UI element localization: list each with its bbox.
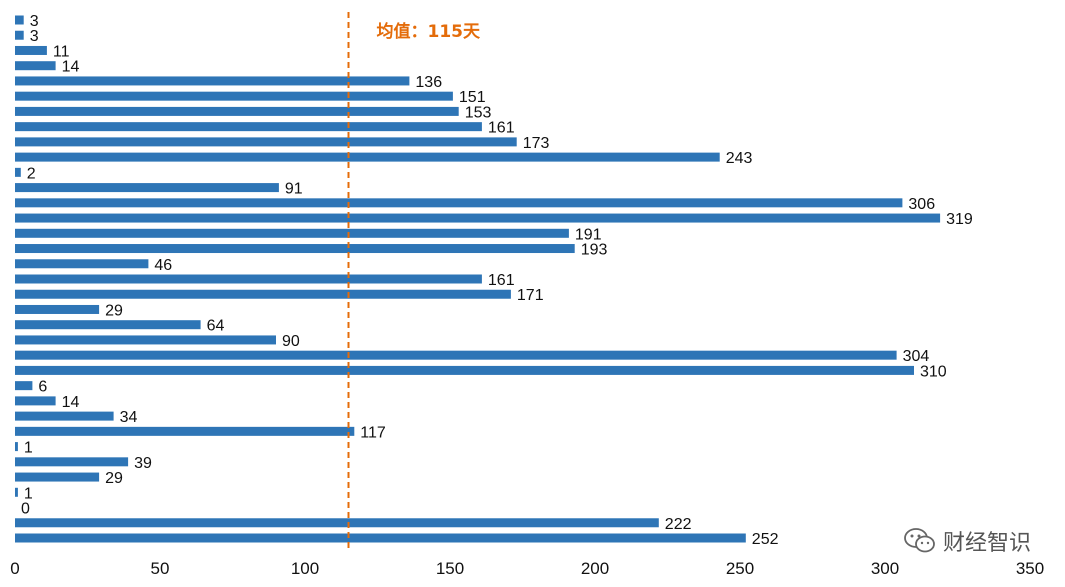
bar <box>15 30 24 40</box>
bar-value-label: 243 <box>726 150 753 167</box>
bar <box>15 411 114 421</box>
bar <box>15 91 453 101</box>
x-tick-label: 0 <box>10 559 19 578</box>
bar <box>15 259 149 269</box>
bar <box>15 198 903 208</box>
bar-value-label: 304 <box>903 348 930 365</box>
bar-value-label: 90 <box>282 333 300 350</box>
bar <box>15 533 746 543</box>
x-tick-label: 50 <box>151 559 170 578</box>
bar <box>15 426 355 436</box>
bar <box>15 487 18 497</box>
bar <box>15 381 33 391</box>
bar-value-label: 191 <box>575 226 602 243</box>
bars-group <box>15 15 941 543</box>
bar-value-label: 2 <box>27 165 36 182</box>
x-tick-label: 350 <box>1016 559 1044 578</box>
watermark-text: 财经智识 <box>942 531 1031 556</box>
bar <box>15 137 517 147</box>
bar <box>15 350 897 360</box>
bar-value-label: 3 <box>30 13 39 30</box>
bar-value-label: 151 <box>459 89 486 106</box>
bar <box>15 15 24 25</box>
bar <box>15 76 410 86</box>
bar-value-label: 34 <box>120 409 138 426</box>
bar-value-label: 171 <box>517 287 544 304</box>
bar <box>15 244 575 254</box>
wechat-icon <box>904 528 935 553</box>
bar <box>15 152 720 162</box>
bar-value-label: 6 <box>38 379 47 396</box>
bar <box>15 106 459 116</box>
bar <box>15 335 276 345</box>
bar-value-label: 11 <box>53 43 70 60</box>
mean-label: 均值：115天 <box>377 21 481 42</box>
bar-value-label: 161 <box>488 272 515 289</box>
x-axis-ticks: 0 50 100 150 200 250 300 350 <box>10 559 1044 578</box>
bar-value-label: 46 <box>154 257 172 274</box>
bar <box>15 320 201 330</box>
bar <box>15 442 18 452</box>
bar-value-label: 3 <box>30 28 39 45</box>
x-tick-label: 250 <box>726 559 754 578</box>
bar-value-label: 252 <box>752 531 779 548</box>
bar-value-label: 117 <box>360 424 386 441</box>
bar <box>15 61 56 71</box>
x-tick-label: 100 <box>291 559 319 578</box>
bar <box>15 289 511 299</box>
bar-value-label: 14 <box>62 59 80 76</box>
bar <box>15 45 47 55</box>
x-tick-label: 200 <box>581 559 609 578</box>
bar <box>15 457 129 467</box>
bar-value-label: 29 <box>105 470 123 487</box>
bar-value-label: 161 <box>488 120 515 137</box>
x-tick-label: 150 <box>436 559 464 578</box>
bar-labels-group: 3311141361511531611732432913063191911934… <box>21 13 973 548</box>
bar <box>15 274 482 284</box>
bar <box>15 122 482 132</box>
bar-value-label: 153 <box>465 104 492 121</box>
bar-value-label: 1 <box>24 440 33 457</box>
bar-value-label: 319 <box>946 211 973 228</box>
bar <box>15 167 21 177</box>
bar-value-label: 14 <box>62 394 80 411</box>
bar <box>15 304 100 314</box>
bar-value-label: 310 <box>920 363 947 380</box>
bar <box>15 518 659 528</box>
watermark: 财经智识 <box>903 525 1031 557</box>
bar <box>15 365 914 375</box>
bar-value-label: 91 <box>285 181 303 198</box>
bar-value-label: 1 <box>24 485 33 502</box>
bar <box>15 472 100 482</box>
bar-value-label: 306 <box>908 196 935 213</box>
bar-value-label: 29 <box>105 302 123 319</box>
bar <box>15 183 279 193</box>
bar-value-label: 136 <box>415 74 442 91</box>
bar <box>15 228 569 238</box>
bar-value-label: 39 <box>134 455 152 472</box>
bar-value-label: 222 <box>665 516 692 533</box>
bar-value-label: 193 <box>581 242 608 259</box>
bar-value-label: 173 <box>523 135 550 152</box>
bar <box>15 213 941 223</box>
bar-value-label: 64 <box>207 318 225 335</box>
bar <box>15 396 56 406</box>
x-tick-label: 300 <box>871 559 899 578</box>
bar-value-label: 0 <box>21 501 30 518</box>
